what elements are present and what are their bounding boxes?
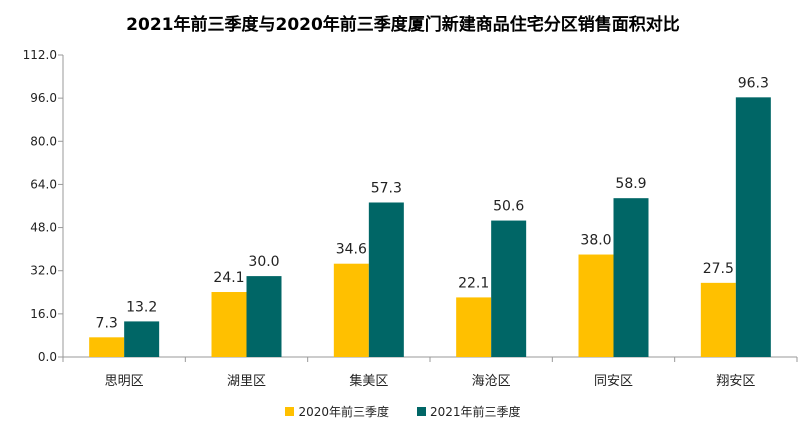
category-label: 海沧区 (472, 373, 511, 389)
bar-2020-3 (456, 297, 492, 357)
y-tick-label: 112.0 (23, 48, 57, 62)
category-label: 翔安区 (716, 374, 755, 389)
bar-2021-5 (735, 97, 771, 358)
y-axis-ticks: 0.0 16.0 32.0 48.0 64.0 80.0 96.0 112.0 (23, 48, 63, 364)
y-tick-label: 64.0 (30, 177, 57, 191)
legend: 2020年前三季度 2021年前三季度 (0, 403, 806, 420)
data-label: 34.6 (336, 242, 367, 258)
chart-axes (62, 55, 798, 362)
bar-2021-1 (246, 276, 282, 357)
legend-item-2020: 2020年前三季度 (285, 403, 389, 420)
bar-2021-2 (368, 202, 404, 357)
category-labels: 思明区 湖里区 集美区 海沧区 同安区 翔安区 (105, 373, 756, 389)
y-tick-label: 32.0 (30, 264, 57, 278)
data-label: 24.1 (213, 270, 244, 286)
bar-2020-1 (211, 292, 247, 357)
data-label: 50.6 (493, 199, 524, 215)
category-label: 湖里区 (227, 374, 266, 389)
data-label: 30.0 (248, 254, 279, 270)
bar-2020-0 (89, 337, 125, 357)
data-label: 96.3 (738, 75, 769, 91)
data-label: 27.5 (703, 261, 734, 277)
legend-label-2020: 2020年前三季度 (298, 405, 389, 419)
y-tick-label: 0.0 (38, 350, 57, 364)
bar-2020-4 (578, 254, 614, 357)
data-label: 57.3 (371, 180, 402, 196)
bars (89, 97, 771, 358)
data-label: 38.0 (580, 233, 611, 249)
data-label: 22.1 (458, 275, 489, 291)
legend-swatch-2020 (285, 407, 295, 416)
y-tick-label: 48.0 (30, 221, 57, 235)
bar-2020-5 (700, 282, 736, 357)
category-label: 集美区 (349, 373, 388, 389)
legend-swatch-2021 (417, 407, 426, 416)
y-tick-label: 80.0 (30, 134, 57, 148)
bar-2020-2 (333, 263, 369, 357)
category-label: 思明区 (105, 374, 144, 389)
data-label: 58.9 (615, 176, 646, 192)
data-label: 13.2 (126, 299, 157, 315)
y-tick-label: 96.0 (30, 91, 57, 105)
legend-item-2021: 2021年前三季度 (417, 403, 521, 420)
chart-title: 2021年前三季度与2020年前三季度厦门新建商品住宅分区销售面积对比 (126, 15, 680, 35)
legend-label-2021: 2021年前三季度 (430, 405, 521, 419)
bar-2021-4 (613, 198, 649, 357)
bar-2021-0 (124, 321, 160, 357)
bar-2021-3 (491, 220, 527, 357)
category-label: 同安区 (594, 374, 633, 389)
data-labels: 7.3 13.2 24.130.0 34.6 57.3 22.1 50.6 38.0 58.9 2… (96, 75, 769, 331)
data-label: 7.3 (96, 315, 118, 331)
y-tick-label: 16.0 (30, 307, 57, 321)
